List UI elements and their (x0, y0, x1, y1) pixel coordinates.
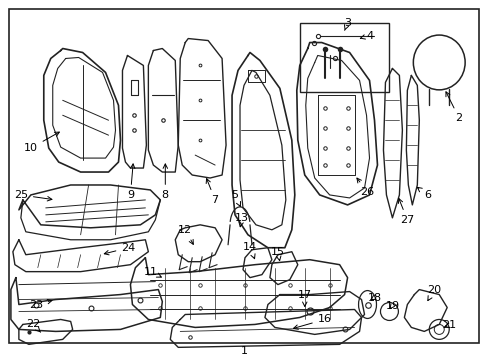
Text: 8: 8 (162, 164, 168, 200)
Text: 23: 23 (29, 300, 52, 310)
Text: 25: 25 (14, 190, 52, 201)
Text: 27: 27 (398, 198, 414, 225)
Text: 2: 2 (445, 92, 462, 123)
Text: 13: 13 (235, 213, 248, 227)
Text: 6: 6 (417, 187, 430, 200)
Text: 12: 12 (178, 225, 193, 244)
Text: 18: 18 (366, 293, 381, 302)
Text: 22: 22 (26, 319, 41, 332)
Text: 10: 10 (24, 132, 59, 153)
Text: 3: 3 (344, 18, 350, 30)
Text: 9: 9 (126, 164, 135, 200)
Text: 14: 14 (243, 242, 257, 259)
Text: 20: 20 (427, 284, 441, 301)
Text: 26: 26 (356, 178, 374, 197)
Text: 15: 15 (270, 247, 285, 261)
Text: 21: 21 (441, 320, 455, 330)
Text: 4: 4 (360, 31, 372, 41)
Text: 1: 1 (240, 346, 247, 356)
Bar (299, 23, 388, 92)
Text: 16: 16 (293, 314, 331, 329)
Text: 11: 11 (143, 267, 161, 277)
Text: 19: 19 (385, 301, 399, 311)
Text: 5: 5 (231, 190, 240, 206)
Text: 17: 17 (297, 289, 311, 306)
Text: 24: 24 (104, 243, 135, 255)
Text: 7: 7 (206, 179, 218, 205)
